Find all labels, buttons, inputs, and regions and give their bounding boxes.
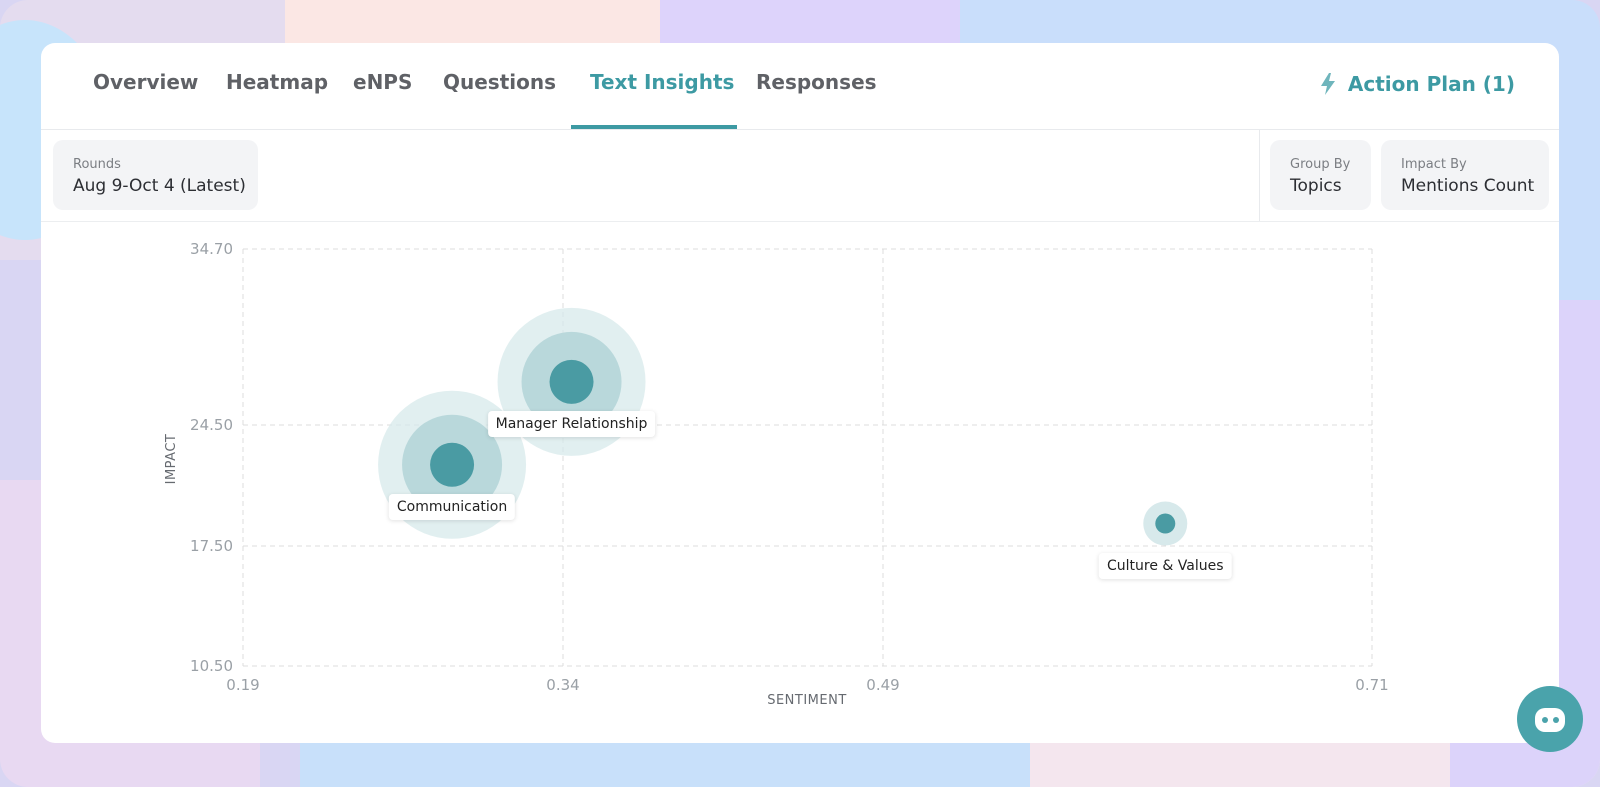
tab-bar: Overview Heatmap eNPS Questions Text Ins… xyxy=(41,43,1559,130)
y-tick-label: 10.50 xyxy=(190,657,233,675)
tab-responses[interactable]: Responses xyxy=(756,70,877,94)
group-by-value: Topics xyxy=(1290,176,1342,196)
tab-heatmap[interactable]: Heatmap xyxy=(226,70,329,94)
bubble-2-ring-1 xyxy=(1155,513,1176,534)
rounds-filter-value: Aug 9-Oct 4 (Latest) xyxy=(73,176,246,196)
active-tab-indicator xyxy=(571,125,737,129)
action-plan-button[interactable]: Action Plan (1) xyxy=(1318,72,1515,96)
bubble-label: Culture & Values xyxy=(1099,552,1232,579)
rounds-filter-label: Rounds xyxy=(73,157,121,172)
bubble-label: Manager Relationship xyxy=(487,410,656,437)
y-axis-title: IMPACT xyxy=(164,434,179,485)
insights-card: Overview Heatmap eNPS Questions Text Ins… xyxy=(41,43,1559,743)
filter-bar: Rounds Aug 9-Oct 4 (Latest) Group By Top… xyxy=(41,130,1559,222)
tab-enps[interactable]: eNPS xyxy=(353,70,413,94)
tab-overview[interactable]: Overview xyxy=(93,70,199,94)
action-plan-label: Action Plan (1) xyxy=(1347,72,1515,96)
group-by-filter[interactable]: Group By Topics xyxy=(1270,140,1371,210)
x-tick-label: 0.34 xyxy=(546,676,579,694)
group-by-label: Group By xyxy=(1290,157,1351,172)
bubble-chart: 0.19 0.34 0.49 0.71 34.70 24.50 17.50 10.50 SENT… xyxy=(41,222,1559,743)
chart-svg: 0.19 0.34 0.49 0.71 34.70 24.50 17.50 10.50 SENT… xyxy=(164,240,1389,708)
chat-button[interactable] xyxy=(1517,686,1583,752)
tab-text-insights[interactable]: Text Insights xyxy=(590,70,735,94)
chat-bot-icon xyxy=(1535,708,1565,732)
bubble-label: Communication xyxy=(388,493,516,520)
y-tick-label: 24.50 xyxy=(190,416,233,434)
x-tick-label: 0.71 xyxy=(1355,676,1388,694)
x-axis-title: SENTIMENT xyxy=(767,693,847,708)
x-tick-label: 0.49 xyxy=(866,676,899,694)
filter-divider xyxy=(1259,130,1260,221)
lightning-icon xyxy=(1320,73,1335,95)
y-tick-label: 17.50 xyxy=(190,537,233,555)
impact-by-label: Impact By xyxy=(1401,157,1467,172)
y-tick-label: 34.70 xyxy=(190,240,233,258)
impact-by-filter[interactable]: Impact By Mentions Count xyxy=(1381,140,1549,210)
impact-by-value: Mentions Count xyxy=(1401,176,1535,196)
tab-questions[interactable]: Questions xyxy=(443,70,557,94)
x-tick-label: 0.19 xyxy=(226,676,259,694)
bubble-1-ring-2 xyxy=(430,442,475,487)
rounds-filter[interactable]: Rounds Aug 9-Oct 4 (Latest) xyxy=(53,140,258,210)
bubble-0-ring-2 xyxy=(549,359,594,404)
